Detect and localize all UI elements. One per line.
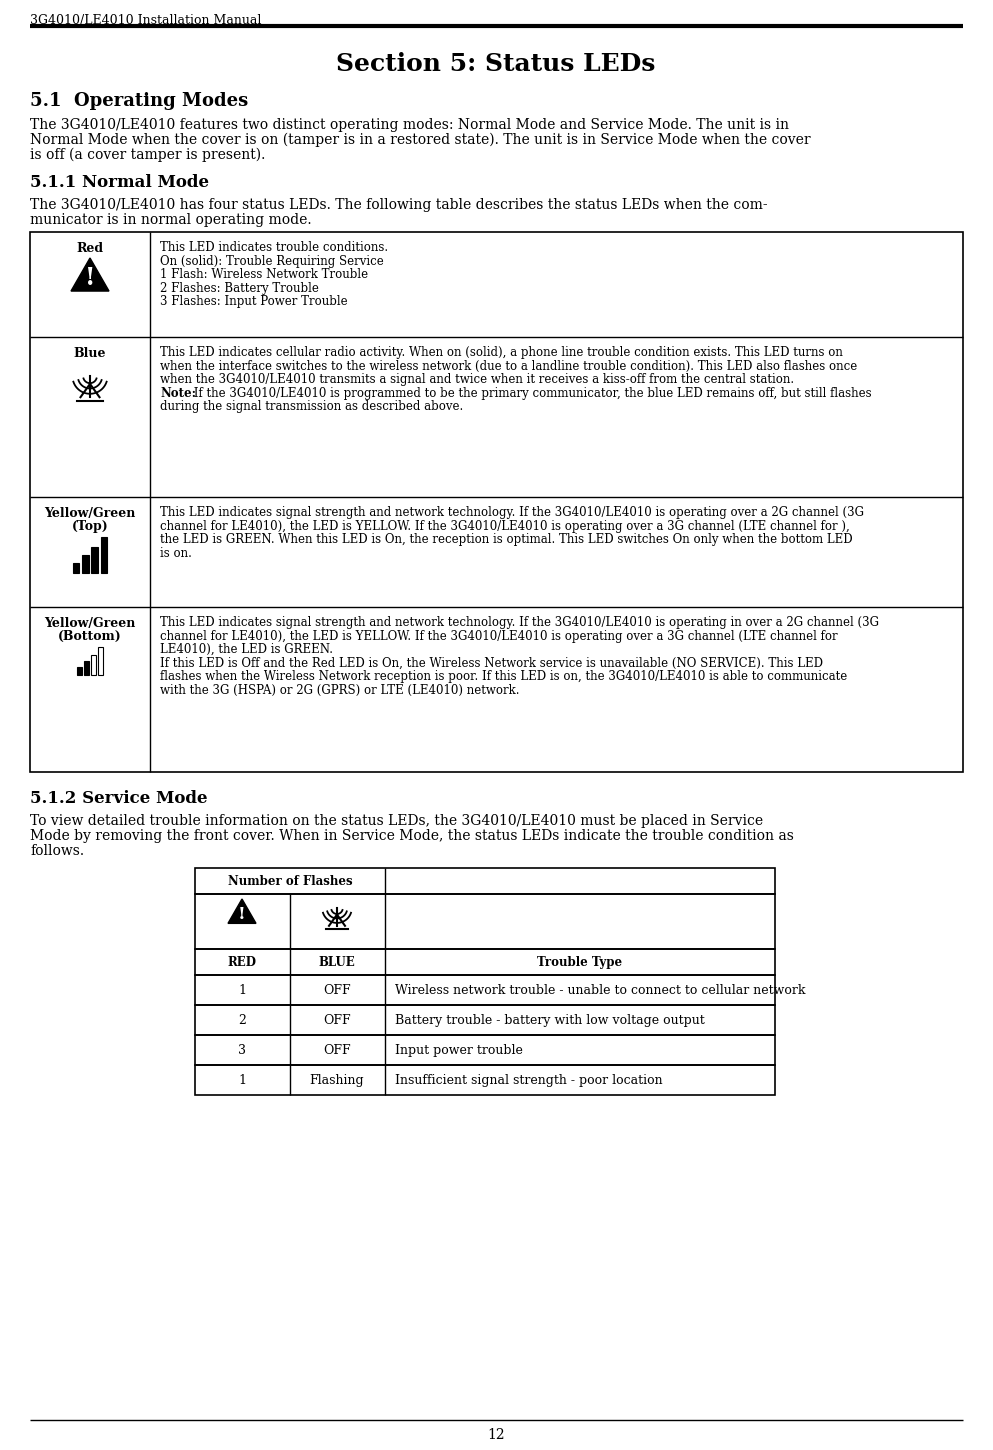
Text: Note:: Note: — [160, 387, 196, 400]
Bar — [195, 895, 775, 948]
Polygon shape — [228, 899, 256, 924]
Text: 2: 2 — [238, 1014, 246, 1027]
Text: (Top): (Top) — [71, 521, 108, 534]
Text: Number of Flashes: Number of Flashes — [227, 874, 353, 887]
Text: 5.1.1 Normal Mode: 5.1.1 Normal Mode — [30, 174, 209, 191]
Text: Wireless network trouble - unable to connect to cellular network: Wireless network trouble - unable to con… — [395, 985, 805, 998]
Text: Section 5: Status LEDs: Section 5: Status LEDs — [337, 52, 655, 75]
Text: 3 Flashes: Input Power Trouble: 3 Flashes: Input Power Trouble — [160, 294, 348, 307]
Text: Red: Red — [76, 242, 103, 255]
Text: This LED indicates trouble conditions.: This LED indicates trouble conditions. — [160, 241, 388, 254]
Text: Battery trouble - battery with low voltage output: Battery trouble - battery with low volta… — [395, 1014, 705, 1027]
Text: BLUE: BLUE — [319, 956, 355, 969]
Text: 1: 1 — [238, 1074, 246, 1088]
Text: the LED is GREEN. When this LED is On, the reception is optimal. This LED switch: the LED is GREEN. When this LED is On, t… — [160, 534, 853, 547]
Text: This LED indicates signal strength and network technology. If the 3G4010/LE4010 : This LED indicates signal strength and n… — [160, 506, 864, 519]
Text: Yellow/Green: Yellow/Green — [45, 507, 136, 521]
Text: Input power trouble: Input power trouble — [395, 1044, 523, 1057]
Text: follows.: follows. — [30, 844, 84, 858]
Text: with the 3G (HSPA) or 2G (GPRS) or LTE (LE4010) network.: with the 3G (HSPA) or 2G (GPRS) or LTE (… — [160, 683, 519, 696]
Text: when the interface switches to the wireless network (due to a landline trouble c: when the interface switches to the wirel… — [160, 360, 857, 373]
Bar — [195, 1064, 775, 1095]
Bar — [195, 869, 775, 895]
Text: 5.1  Operating Modes: 5.1 Operating Modes — [30, 91, 248, 110]
Bar — [195, 948, 775, 974]
Text: Normal Mode when the cover is on (tamper is in a restored state). The unit is in: Normal Mode when the cover is on (tamper… — [30, 133, 810, 148]
Text: 5.1.2 Service Mode: 5.1.2 Service Mode — [30, 790, 208, 808]
Bar — [195, 974, 775, 1005]
Text: If the 3G4010/LE4010 is programmed to be the primary communicator, the blue LED : If the 3G4010/LE4010 is programmed to be… — [190, 387, 872, 400]
Bar — [83, 661, 89, 676]
Bar — [195, 1005, 775, 1035]
Bar — [98, 647, 103, 676]
Text: flashes when the Wireless Network reception is poor. If this LED is on, the 3G40: flashes when the Wireless Network recept… — [160, 670, 847, 683]
Text: is on.: is on. — [160, 547, 192, 560]
Text: Insufficient signal strength - poor location: Insufficient signal strength - poor loca… — [395, 1074, 662, 1088]
Text: Yellow/Green: Yellow/Green — [45, 618, 136, 629]
Text: To view detailed trouble information on the status LEDs, the 3G4010/LE4010 must : To view detailed trouble information on … — [30, 813, 764, 828]
Bar — [76, 667, 81, 676]
Text: channel for LE4010), the LED is YELLOW. If the 3G4010/LE4010 is operating over a: channel for LE4010), the LED is YELLOW. … — [160, 629, 838, 642]
Text: This LED indicates signal strength and network technology. If the 3G4010/LE4010 : This LED indicates signal strength and n… — [160, 616, 879, 629]
Text: The 3G4010/LE4010 has four status LEDs. The following table describes the status: The 3G4010/LE4010 has four status LEDs. … — [30, 199, 768, 212]
Text: RED: RED — [227, 956, 256, 969]
Text: OFF: OFF — [323, 985, 351, 998]
Text: during the signal transmission as described above.: during the signal transmission as descri… — [160, 400, 464, 413]
Text: channel for LE4010), the LED is YELLOW. If the 3G4010/LE4010 is operating over a: channel for LE4010), the LED is YELLOW. … — [160, 519, 850, 532]
Polygon shape — [71, 258, 109, 291]
Text: !: ! — [84, 267, 95, 290]
Bar — [91, 655, 96, 676]
Text: is off (a cover tamper is present).: is off (a cover tamper is present). — [30, 148, 265, 162]
Text: 2 Flashes: Battery Trouble: 2 Flashes: Battery Trouble — [160, 281, 319, 294]
Bar — [195, 1035, 775, 1064]
Text: If this LED is Off and the Red LED is On, the Wireless Network service is unavai: If this LED is Off and the Red LED is On… — [160, 657, 823, 670]
Text: Trouble Type: Trouble Type — [537, 956, 623, 969]
Bar — [101, 536, 107, 573]
Bar — [72, 563, 79, 573]
Text: (Bottom): (Bottom) — [59, 629, 122, 642]
Text: 3: 3 — [238, 1044, 246, 1057]
Text: !: ! — [238, 906, 246, 922]
Text: municator is in normal operating mode.: municator is in normal operating mode. — [30, 213, 312, 228]
Text: OFF: OFF — [323, 1014, 351, 1027]
Text: 12: 12 — [488, 1428, 504, 1441]
Bar — [82, 555, 88, 573]
Text: OFF: OFF — [323, 1044, 351, 1057]
Text: 1: 1 — [238, 985, 246, 998]
Text: The 3G4010/LE4010 features two distinct operating modes: Normal Mode and Service: The 3G4010/LE4010 features two distinct … — [30, 117, 789, 132]
Text: 3G4010/LE4010 Installation Manual: 3G4010/LE4010 Installation Manual — [30, 14, 261, 28]
Text: This LED indicates cellular radio activity. When on (solid), a phone line troubl: This LED indicates cellular radio activi… — [160, 347, 843, 360]
Text: Mode by removing the front cover. When in Service Mode, the status LEDs indicate: Mode by removing the front cover. When i… — [30, 829, 793, 842]
Bar — [91, 547, 98, 573]
Text: On (solid): Trouble Requiring Service: On (solid): Trouble Requiring Service — [160, 255, 383, 267]
Text: when the 3G4010/LE4010 transmits a signal and twice when it receives a kiss-off : when the 3G4010/LE4010 transmits a signa… — [160, 373, 794, 386]
Text: 1 Flash: Wireless Network Trouble: 1 Flash: Wireless Network Trouble — [160, 268, 368, 281]
Bar — [30, 232, 963, 771]
Text: Flashing: Flashing — [310, 1074, 364, 1088]
Text: LE4010), the LED is GREEN.: LE4010), the LED is GREEN. — [160, 642, 333, 655]
Text: Blue: Blue — [73, 347, 106, 360]
